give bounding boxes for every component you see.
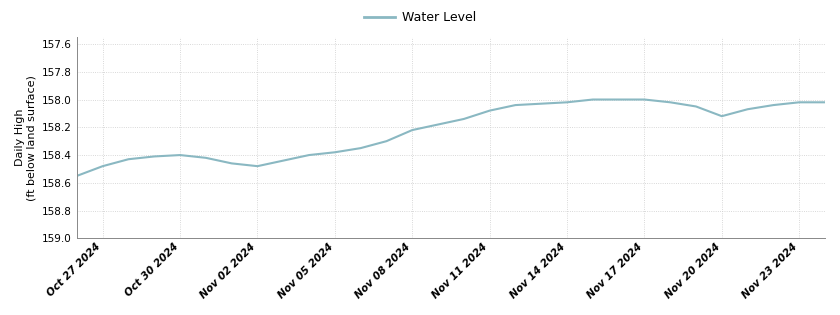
Y-axis label: Daily High
(ft below land surface): Daily High (ft below land surface) — [15, 75, 37, 201]
Legend: Water Level: Water Level — [360, 6, 480, 29]
